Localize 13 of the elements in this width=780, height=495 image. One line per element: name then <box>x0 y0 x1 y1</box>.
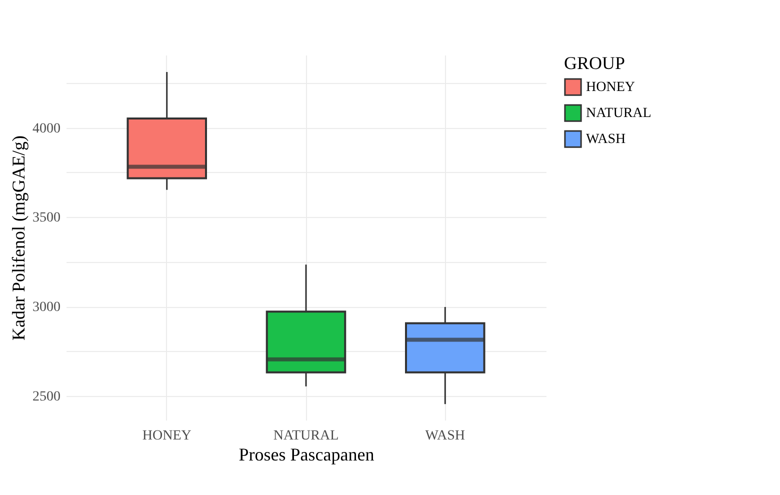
y-axis-title: Kadar Polifenol (mgGAE/g) <box>8 136 28 340</box>
legend-title: GROUP <box>564 53 626 73</box>
y-tick-label: 3500 <box>32 210 60 226</box>
x-tick-label: NATURAL <box>273 428 339 444</box>
x-axis-title: Proses Pascapanen <box>238 444 374 464</box>
y-tick-label: 3000 <box>32 300 60 316</box>
y-tick-label: 2500 <box>32 390 60 405</box>
x-tick-label: HONEY <box>142 428 192 444</box>
y-tick-label: 4000 <box>32 121 60 136</box>
legend-label: HONEY <box>586 80 635 95</box>
x-tick-label: WASH <box>425 428 465 444</box>
legend-label: WASH <box>586 132 626 147</box>
legend-label: NATURAL <box>586 106 652 121</box>
